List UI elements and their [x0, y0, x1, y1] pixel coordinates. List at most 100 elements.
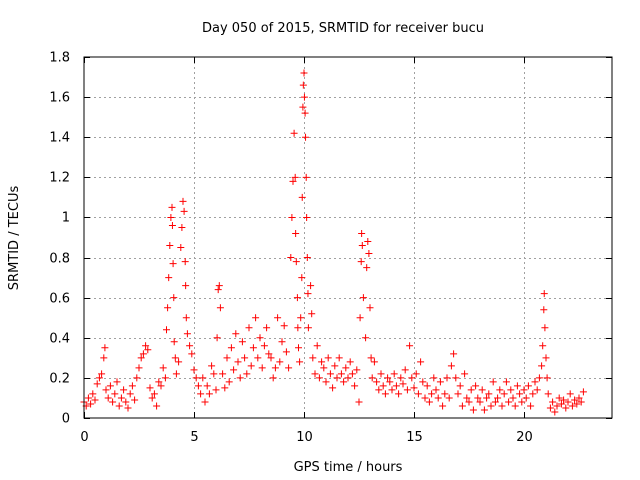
data-point: [344, 374, 352, 382]
data-point: [401, 366, 409, 374]
data-point: [293, 294, 301, 302]
x-tick-label: 20: [516, 430, 533, 445]
data-point: [232, 330, 240, 338]
data-point: [102, 386, 110, 394]
data-point: [150, 390, 158, 398]
data-point: [522, 394, 530, 402]
data-point: [271, 364, 279, 372]
data-point: [301, 109, 309, 117]
data-point: [489, 378, 497, 386]
data-point: [260, 342, 268, 350]
data-point: [474, 394, 482, 402]
data-point: [395, 390, 403, 398]
data-point: [430, 374, 438, 382]
data-point: [445, 394, 453, 402]
data-point: [551, 408, 559, 416]
data-point: [359, 294, 367, 302]
data-point: [553, 402, 561, 410]
data-point: [562, 404, 570, 412]
data-point: [106, 382, 114, 390]
data-point: [291, 173, 299, 181]
data-point: [357, 258, 365, 266]
data-point: [256, 334, 264, 342]
data-point: [128, 382, 136, 390]
data-point: [432, 386, 440, 394]
data-point: [263, 324, 271, 332]
data-point: [171, 354, 179, 362]
data-point: [500, 390, 508, 398]
data-point: [278, 338, 286, 346]
data-point: [577, 398, 585, 406]
data-point: [302, 133, 310, 141]
data-point: [287, 254, 295, 262]
data-point: [421, 394, 429, 402]
data-point: [403, 386, 411, 394]
data-point: [168, 203, 176, 211]
data-point: [165, 274, 173, 282]
data-point: [390, 370, 398, 378]
y-tick-label: 1: [62, 211, 70, 226]
data-point: [137, 354, 145, 362]
y-tick-label: 0.4: [49, 332, 70, 347]
x-tick-label: 0: [80, 430, 88, 445]
data-point: [541, 324, 549, 332]
data-point: [161, 374, 169, 382]
data-point: [434, 394, 442, 402]
data-point: [117, 394, 125, 402]
data-point: [295, 344, 302, 352]
data-point: [502, 378, 510, 386]
y-tick-label: 1.2: [49, 171, 70, 186]
data-point: [124, 404, 132, 412]
data-point: [381, 390, 389, 398]
data-point: [408, 374, 416, 382]
data-point: [388, 386, 396, 394]
y-tick-label: 0: [62, 412, 70, 427]
data-point: [364, 238, 372, 246]
data-point: [197, 390, 205, 398]
data-point: [298, 193, 306, 201]
y-tick-label: 1.8: [49, 51, 70, 66]
data-point: [406, 342, 414, 350]
data-point: [313, 342, 321, 350]
data-point: [351, 382, 359, 390]
y-axis-label: SRMTID / TECUs: [7, 186, 22, 291]
data-point: [252, 314, 260, 322]
data-point: [164, 304, 172, 312]
data-point: [297, 314, 305, 322]
data-point: [98, 370, 106, 378]
data-point: [168, 221, 176, 229]
data-point: [303, 254, 311, 262]
data-point: [139, 350, 147, 358]
data-point: [153, 402, 161, 410]
data-point: [299, 103, 307, 111]
data-point: [487, 402, 495, 410]
data-point: [223, 354, 231, 362]
data-point: [247, 362, 255, 370]
data-point: [133, 374, 141, 382]
data-point: [159, 364, 167, 372]
y-tick-label: 0.6: [49, 292, 70, 307]
data-point: [194, 382, 202, 390]
data-point: [210, 370, 218, 378]
data-point: [170, 338, 178, 346]
data-point: [208, 362, 216, 370]
data-point: [419, 378, 427, 386]
data-point: [362, 334, 370, 342]
data-point: [101, 344, 109, 352]
data-point: [188, 350, 196, 358]
data-point: [370, 358, 378, 366]
data-point: [397, 374, 405, 382]
data-point: [180, 207, 188, 215]
data-point: [529, 390, 537, 398]
data-point: [436, 378, 444, 386]
data-point: [142, 342, 150, 350]
data-point: [335, 354, 343, 362]
data-point: [329, 384, 337, 392]
data-point: [163, 326, 170, 334]
data-point: [298, 274, 306, 282]
data-point: [423, 382, 431, 390]
y-tick-label: 1.6: [49, 91, 70, 106]
data-point: [186, 342, 194, 350]
data-point: [465, 398, 473, 406]
data-point: [302, 173, 310, 181]
